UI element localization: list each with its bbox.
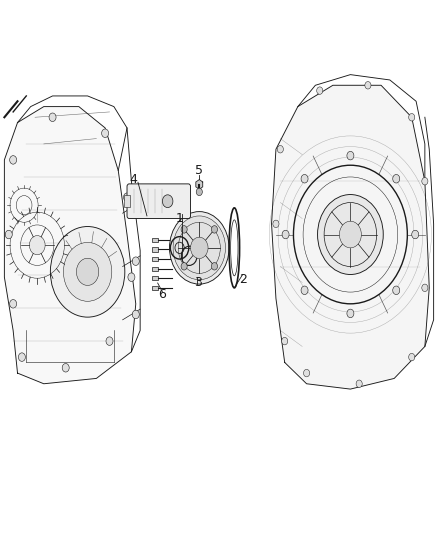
Circle shape	[29, 236, 45, 255]
Circle shape	[64, 243, 112, 301]
Text: 6: 6	[159, 288, 166, 301]
Circle shape	[393, 174, 400, 183]
Circle shape	[365, 82, 371, 89]
Circle shape	[318, 195, 383, 274]
Circle shape	[10, 300, 17, 308]
Circle shape	[77, 258, 99, 286]
Bar	[124, 196, 130, 207]
Circle shape	[5, 230, 12, 239]
Circle shape	[301, 174, 308, 183]
Bar	[152, 257, 158, 261]
FancyBboxPatch shape	[127, 184, 191, 219]
Text: 1: 1	[176, 212, 184, 225]
Circle shape	[393, 286, 400, 295]
Polygon shape	[272, 85, 429, 389]
Circle shape	[196, 188, 202, 196]
Polygon shape	[4, 107, 136, 384]
Circle shape	[49, 113, 56, 122]
Bar	[152, 247, 158, 252]
Circle shape	[191, 237, 208, 259]
Circle shape	[212, 225, 218, 233]
Bar	[152, 266, 158, 271]
Text: 2: 2	[240, 273, 247, 286]
Bar	[152, 276, 158, 280]
Circle shape	[273, 220, 279, 228]
Circle shape	[132, 310, 139, 319]
Circle shape	[124, 193, 131, 201]
Circle shape	[347, 309, 354, 318]
Circle shape	[409, 353, 415, 361]
Circle shape	[277, 146, 283, 153]
Circle shape	[162, 195, 173, 208]
Circle shape	[301, 286, 308, 295]
Bar	[152, 286, 158, 290]
Polygon shape	[196, 180, 203, 189]
Circle shape	[50, 227, 125, 317]
Circle shape	[132, 257, 139, 265]
Circle shape	[102, 129, 109, 138]
Circle shape	[62, 364, 69, 372]
Circle shape	[356, 380, 362, 387]
Bar	[152, 238, 158, 242]
Circle shape	[173, 216, 226, 280]
Circle shape	[339, 221, 361, 248]
Text: 3: 3	[194, 276, 202, 289]
Circle shape	[409, 114, 415, 121]
Circle shape	[106, 337, 113, 345]
Circle shape	[132, 204, 139, 212]
Circle shape	[170, 212, 229, 284]
Circle shape	[212, 263, 218, 270]
Circle shape	[282, 337, 288, 345]
Circle shape	[304, 369, 310, 377]
Circle shape	[128, 273, 135, 281]
Circle shape	[181, 225, 187, 233]
Text: 4: 4	[130, 173, 138, 186]
Circle shape	[181, 263, 187, 270]
Text: 5: 5	[195, 164, 203, 177]
Circle shape	[422, 284, 428, 292]
Circle shape	[422, 177, 428, 185]
Circle shape	[18, 353, 25, 361]
Circle shape	[412, 230, 419, 239]
Circle shape	[10, 156, 17, 164]
Circle shape	[317, 87, 323, 94]
Circle shape	[347, 151, 354, 160]
Circle shape	[282, 230, 289, 239]
